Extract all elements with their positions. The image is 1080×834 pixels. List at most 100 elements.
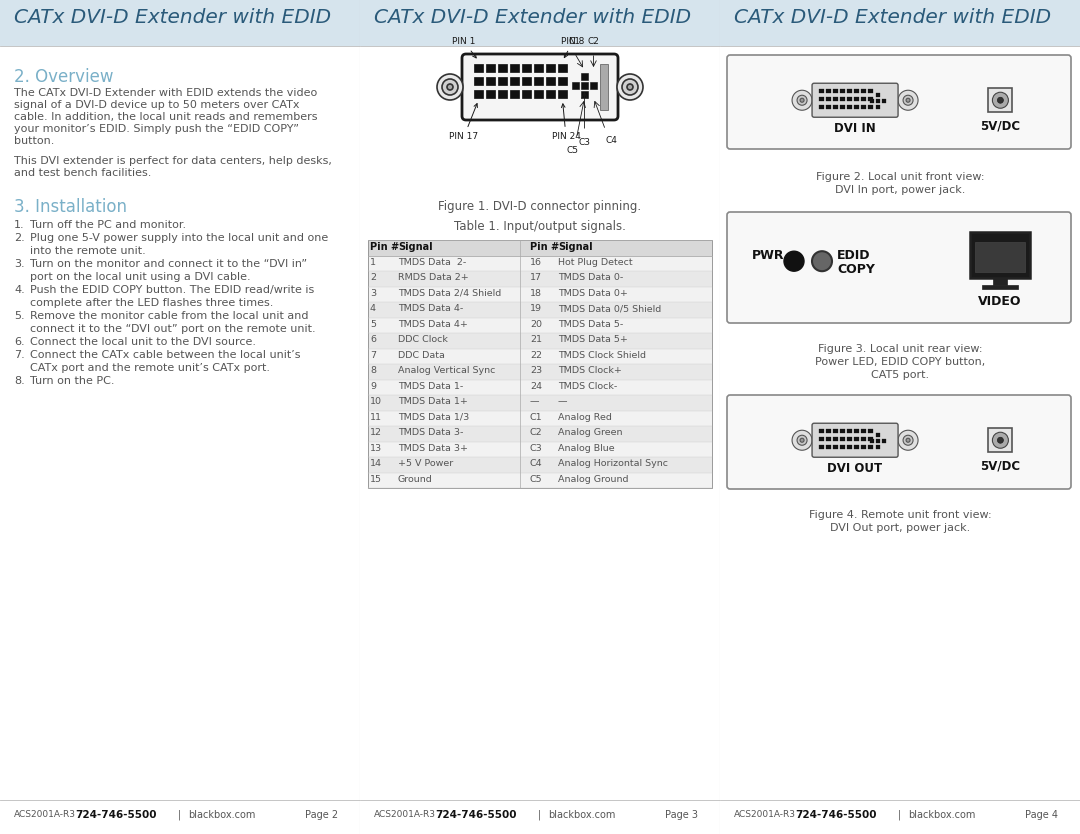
Text: Signal: Signal bbox=[558, 242, 593, 252]
Bar bbox=[534, 90, 543, 98]
Text: 7: 7 bbox=[370, 350, 376, 359]
Bar bbox=[474, 90, 483, 98]
Circle shape bbox=[812, 251, 832, 271]
Circle shape bbox=[998, 437, 1003, 443]
Text: 2. Overview: 2. Overview bbox=[14, 68, 113, 86]
Bar bbox=[819, 430, 824, 434]
Text: 24: 24 bbox=[530, 381, 542, 390]
Text: 23: 23 bbox=[530, 366, 542, 375]
Bar bbox=[368, 333, 712, 349]
Bar bbox=[581, 73, 588, 80]
Text: TMDS Data 3+: TMDS Data 3+ bbox=[399, 444, 468, 453]
Text: DVI IN: DVI IN bbox=[834, 123, 876, 135]
Bar bbox=[368, 318, 712, 333]
Text: TMDS Data  2-: TMDS Data 2- bbox=[399, 258, 467, 267]
FancyBboxPatch shape bbox=[727, 55, 1071, 149]
Text: TMDS Data 5-: TMDS Data 5- bbox=[558, 319, 623, 329]
Bar bbox=[861, 445, 866, 449]
Bar bbox=[868, 437, 874, 441]
Text: 724-746-5500: 724-746-5500 bbox=[435, 810, 516, 820]
Text: TMDS Data 3-: TMDS Data 3- bbox=[399, 428, 463, 437]
Bar bbox=[868, 104, 874, 109]
Bar bbox=[368, 364, 712, 379]
Circle shape bbox=[792, 90, 812, 110]
Text: C2: C2 bbox=[530, 428, 542, 437]
Text: 3.: 3. bbox=[14, 259, 25, 269]
Bar bbox=[876, 433, 880, 437]
Text: Page 3: Page 3 bbox=[665, 810, 698, 820]
Bar bbox=[581, 82, 588, 89]
Text: PIN 8: PIN 8 bbox=[562, 37, 584, 58]
Text: 22: 22 bbox=[530, 350, 542, 359]
Text: Figure 3. Local unit rear view:: Figure 3. Local unit rear view: bbox=[818, 344, 982, 354]
Bar bbox=[486, 90, 495, 98]
Circle shape bbox=[617, 74, 643, 100]
Text: TMDS Data 4-: TMDS Data 4- bbox=[399, 304, 463, 313]
Text: 14: 14 bbox=[370, 459, 382, 468]
Text: ACS2001A-R3: ACS2001A-R3 bbox=[14, 810, 76, 819]
Bar bbox=[368, 473, 712, 488]
Text: 1.: 1. bbox=[14, 220, 25, 230]
Bar bbox=[868, 89, 874, 93]
Bar bbox=[368, 457, 712, 473]
Text: C3: C3 bbox=[579, 138, 591, 147]
Text: 6: 6 bbox=[370, 335, 376, 344]
Bar bbox=[368, 271, 712, 287]
Bar bbox=[854, 430, 860, 434]
Bar bbox=[840, 97, 846, 101]
Text: 7.: 7. bbox=[14, 350, 25, 360]
Bar bbox=[819, 104, 824, 109]
Text: Analog Ground: Analog Ground bbox=[558, 475, 629, 484]
Text: TMDS Data 0-: TMDS Data 0- bbox=[558, 273, 623, 282]
Circle shape bbox=[906, 438, 910, 442]
Bar bbox=[854, 104, 860, 109]
Bar bbox=[833, 104, 838, 109]
Text: Analog Blue: Analog Blue bbox=[558, 444, 615, 453]
Text: TMDS Data 2/4 Shield: TMDS Data 2/4 Shield bbox=[399, 289, 501, 298]
Text: 12: 12 bbox=[370, 428, 382, 437]
Text: C4: C4 bbox=[606, 136, 618, 145]
Text: EDID: EDID bbox=[837, 249, 870, 262]
Text: blackbox.com: blackbox.com bbox=[908, 810, 975, 820]
Text: Figure 4. Remote unit front view:: Figure 4. Remote unit front view: bbox=[809, 510, 991, 520]
Text: ACS2001A-R3: ACS2001A-R3 bbox=[734, 810, 796, 819]
Text: CATx DVI-D Extender with EDID: CATx DVI-D Extender with EDID bbox=[734, 8, 1051, 27]
Bar bbox=[876, 105, 880, 109]
Bar bbox=[474, 64, 483, 72]
Text: TMDS Data 1-: TMDS Data 1- bbox=[399, 381, 463, 390]
Bar bbox=[368, 395, 712, 410]
Text: C4: C4 bbox=[530, 459, 542, 468]
Text: 4: 4 bbox=[370, 304, 376, 313]
Bar bbox=[600, 64, 608, 110]
Circle shape bbox=[906, 98, 910, 103]
Text: Analog Vertical Sync: Analog Vertical Sync bbox=[399, 366, 496, 375]
Text: complete after the LED flashes three times.: complete after the LED flashes three tim… bbox=[30, 298, 273, 308]
Text: Power LED, EDID COPY button,: Power LED, EDID COPY button, bbox=[815, 357, 985, 367]
Bar bbox=[861, 104, 866, 109]
Bar bbox=[854, 97, 860, 101]
Text: your monitor’s EDID. Simply push the “EDID COPY”: your monitor’s EDID. Simply push the “ED… bbox=[14, 124, 299, 134]
Bar bbox=[840, 89, 846, 93]
Text: +5 V Power: +5 V Power bbox=[399, 459, 454, 468]
Bar bbox=[368, 349, 712, 364]
Bar bbox=[861, 97, 866, 101]
Text: button.: button. bbox=[14, 136, 54, 146]
Bar bbox=[833, 430, 838, 434]
Text: DVI In port, power jack.: DVI In port, power jack. bbox=[835, 185, 966, 195]
Text: DDC Data: DDC Data bbox=[399, 350, 445, 359]
Text: 2: 2 bbox=[370, 273, 376, 282]
FancyBboxPatch shape bbox=[727, 395, 1071, 489]
Text: 13: 13 bbox=[370, 444, 382, 453]
Text: DDC Clock: DDC Clock bbox=[399, 335, 448, 344]
Bar bbox=[847, 104, 852, 109]
Bar bbox=[0, 0, 360, 46]
Bar bbox=[833, 89, 838, 93]
Text: Remove the monitor cable from the local unit and: Remove the monitor cable from the local … bbox=[30, 311, 309, 321]
Text: 724-746-5500: 724-746-5500 bbox=[75, 810, 157, 820]
Text: blackbox.com: blackbox.com bbox=[548, 810, 616, 820]
Text: COPY: COPY bbox=[837, 263, 875, 276]
FancyBboxPatch shape bbox=[727, 212, 1071, 323]
Text: port on the local unit using a DVI cable.: port on the local unit using a DVI cable… bbox=[30, 272, 251, 282]
Text: Signal: Signal bbox=[399, 242, 433, 252]
Text: |: | bbox=[178, 810, 181, 821]
